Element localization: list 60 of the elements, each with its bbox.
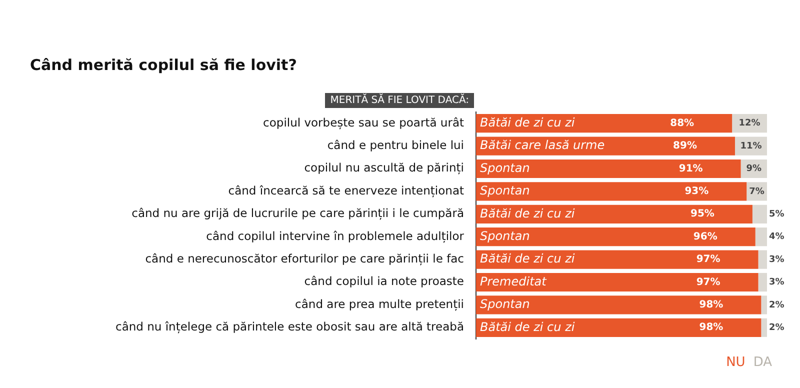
y-tick-label: copilul nu ascultă de părinți [304,160,464,175]
bar [476,272,758,292]
annotation: Bătăi de zi cu zi [480,206,576,220]
data-label: 98% [699,300,724,311]
bar [476,296,762,314]
bar [761,318,767,337]
y-tick-label: când nu are grijă de lucrurile pe care părinții i le cumpără [132,206,464,220]
data-label: 98% [699,322,724,334]
bar [476,228,756,246]
y-tick-label: când nu înțelege că părintele este obosit sau are altă treabă [116,320,464,334]
series-label: NU [726,355,746,370]
annotation: Bătăi de zi cu zi [480,320,576,334]
data-label: 11% [740,141,762,152]
text: Când merită copilul să fie lovit? [30,56,297,74]
bar [758,250,767,269]
data-label: 3% [769,278,784,288]
bar [476,318,762,337]
data-label: 93% [684,186,709,198]
y-tick-label: când e nerecunoscător eforturilor pe care părinții le fac [145,252,464,266]
data-label: 3% [769,254,784,265]
bar [476,114,732,133]
bar [755,228,767,246]
bar [476,159,741,178]
y-tick-label: când încearcă să te enerveze intenționat [228,183,464,198]
annotation: Bătăi de zi cu zi [480,252,576,266]
data-label: 12% [738,118,760,129]
y-tick-label: când are prea multe pretenții [295,296,464,311]
y-tick-label: când copilul ia note proaste [304,274,464,288]
data-label: 88% [670,118,694,129]
y-tick-label: copilul vorbește sau se poartă urât [263,115,464,130]
bar [752,204,767,224]
data-label: 96% [693,231,718,242]
data-label: 5% [769,209,784,220]
y-axis-title: MERITĂ SĂ FIE LOVIT DACĂ: [325,93,474,108]
annotation: Spontan [480,160,530,175]
annotation: Spontan [480,184,530,198]
data-label: 97% [696,276,720,288]
data-label: 89% [673,140,697,152]
annotation: Premeditat [480,274,548,288]
annotation: Bătăi de zi cu zi [480,115,576,130]
annotation: Bătăi care lasă urme [480,138,605,152]
bar [476,136,735,156]
annotation: Spontan [480,228,530,243]
bar [476,204,752,224]
bar [476,250,758,269]
bar [761,296,767,314]
y-tick-label: când e pentru binele lui [327,138,464,152]
bar [758,272,767,292]
data-label: 2% [769,300,784,310]
data-label: 91% [678,163,703,174]
data-label: 95% [690,208,714,220]
data-label: 2% [769,322,784,333]
y-tick-label: când copilul intervine în problemele adulților [206,228,464,243]
bar [476,182,747,201]
data-label: 7% [749,186,764,197]
annotation: Spontan [480,297,530,312]
data-label: 9% [746,164,762,174]
series-label: DA [753,355,772,370]
data-label: 4% [769,232,784,242]
data-label: 97% [696,254,720,266]
